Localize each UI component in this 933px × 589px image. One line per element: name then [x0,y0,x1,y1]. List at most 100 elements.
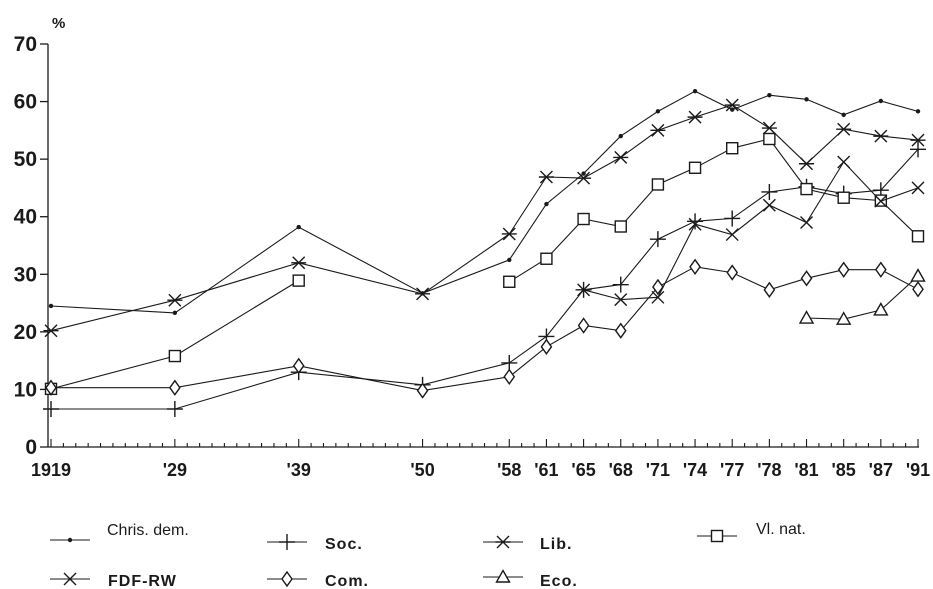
data-point [577,283,591,297]
legend-label: Vl. nat. [756,521,806,538]
legend-item-eco: Eco. [483,569,578,589]
diamond-marker [416,382,429,399]
diamond-marker [577,317,590,334]
x-tick-label: '61 [534,460,558,480]
star-marker [761,121,777,135]
star-marker [167,293,183,307]
legend-item-lib: Lib. [483,535,571,553]
data-point [725,228,739,242]
data-point [915,109,921,114]
data-point [538,170,554,184]
diamond-marker [503,368,516,385]
legend-label: Soc. [325,536,363,553]
legend-item-com: Com. [267,570,368,589]
square-marker [292,274,305,287]
series-eco [798,268,926,325]
plus-marker [724,210,741,227]
x-tick-label: '85 [832,460,856,480]
x-marker [651,290,665,304]
square-marker [837,191,850,204]
series-layer [43,89,926,418]
star-marker [613,150,629,164]
plus-marker [501,354,518,371]
triangle-marker [873,302,889,316]
square-marker [503,275,516,288]
x-tick-label: '77 [720,460,744,480]
data-point [800,215,814,229]
series-line [51,266,919,392]
square-marker [540,252,553,265]
data-point [874,194,888,208]
x-marker [762,198,776,212]
series-line [806,275,919,320]
data-point [911,181,925,195]
data-point [577,212,590,226]
x-tick-label: '78 [757,460,781,480]
x-marker [614,293,628,307]
data-point [614,220,627,233]
data-point [835,311,852,325]
plus-marker [761,183,778,200]
data-point [910,268,926,282]
x-tick-label: '81 [794,460,818,480]
data-point [761,121,777,135]
dot-marker [915,109,921,114]
data-point [501,227,517,241]
plus-marker [687,213,704,230]
data-point [911,230,925,243]
data-point [503,275,516,288]
square-marker [800,182,813,196]
diamond-marker [837,261,850,278]
series-line [50,90,919,314]
data-point [873,302,889,316]
diamond-marker [292,357,305,375]
data-point [837,261,850,278]
data-point [172,310,178,316]
data-point [651,290,665,304]
dot-marker [841,112,846,118]
data-point [798,310,815,324]
legend-marker [710,529,724,543]
plus-marker [279,534,295,550]
data-point [650,123,666,137]
legend-label: Eco. [540,573,578,589]
x-tick-label: '39 [287,460,311,480]
data-point [767,93,772,98]
data-point [501,354,518,371]
x-tick-label: '65 [571,460,595,480]
data-point [837,155,851,169]
series-fdf-rw [577,155,925,307]
data-point [613,150,629,164]
data-point [763,132,776,146]
y-tick-label: 60 [14,91,37,114]
plus-marker [910,141,926,158]
x-marker [911,181,925,195]
data-point [652,278,664,296]
y-tick-label: 20 [14,321,37,344]
star-marker [43,324,59,338]
dot-marker [581,171,586,176]
x-tick-label: '58 [497,460,521,480]
diamond-marker [45,379,57,396]
data-point [836,122,852,136]
dot-marker [618,133,623,139]
y-tick-label: 10 [14,378,37,401]
data-point [614,293,628,307]
y-tick-label: 0 [25,436,37,459]
star-marker [799,157,815,171]
x-tick-label: '29 [163,460,187,480]
data-point [576,171,592,185]
diamond-marker [540,338,553,356]
y-tick-label: 30 [14,263,37,286]
star-marker [538,170,554,184]
data-point [762,198,776,212]
data-point [804,97,809,102]
dot-marker [730,107,735,112]
data-point [689,258,701,276]
data-point [45,379,57,396]
y-tick-label: 40 [14,206,37,229]
legend-marker [67,537,73,543]
data-point [168,379,181,396]
data-point [841,112,846,118]
